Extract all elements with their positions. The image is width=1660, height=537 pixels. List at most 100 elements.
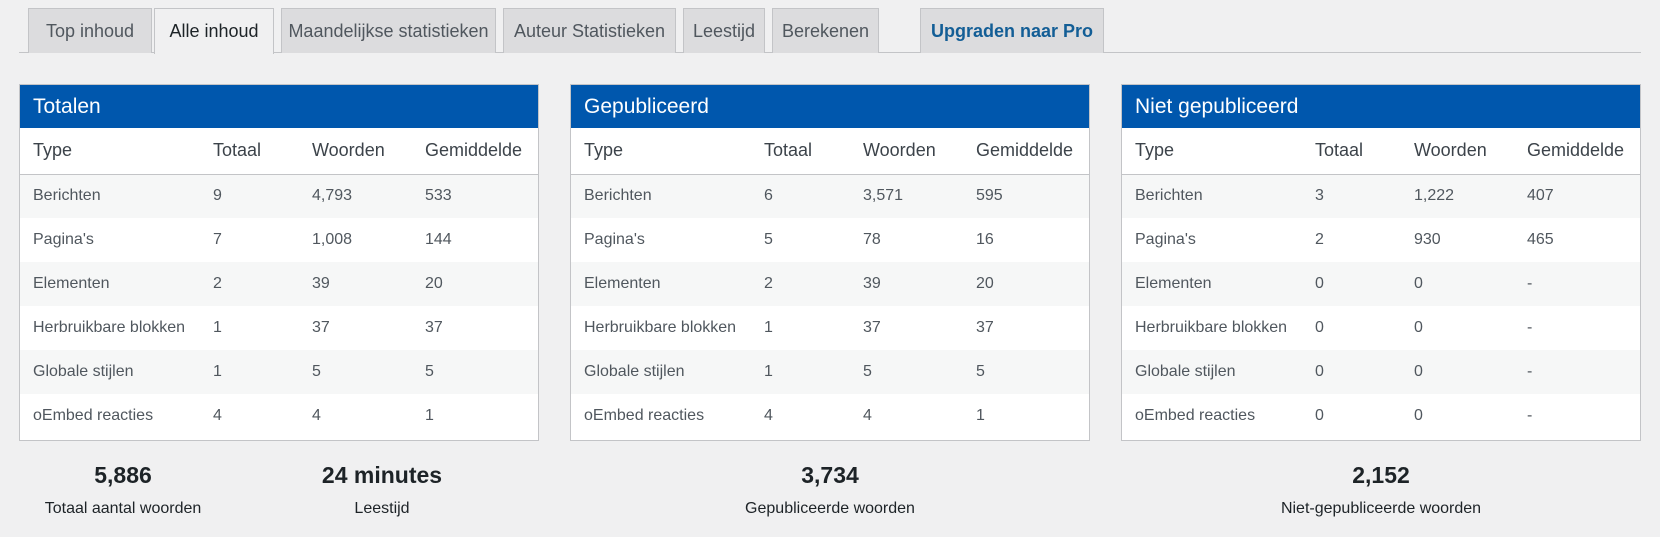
table-cell: 7 [213, 231, 222, 248]
table-cell: oEmbed reacties [33, 407, 154, 424]
stat-label: Leestijd [354, 500, 410, 517]
table-row: Herbruikbare blokken 1 37 37 [20, 306, 538, 350]
column-header: Woorden [312, 128, 425, 175]
column-header: Totaal [1315, 128, 1414, 175]
card-niet-gepubliceerd: Niet gepubliceerd Type Totaal Woorden Ge… [1121, 84, 1641, 441]
table-row: Pagina's 2 930 465 [1122, 218, 1640, 262]
table-cell: Pagina's [1135, 231, 1196, 248]
table-cell: 37 [425, 319, 443, 336]
column-header: Type [20, 128, 213, 175]
card-title: Gepubliceerd [571, 85, 1089, 128]
table-header-row: Type Totaal Woorden Gemiddelde [20, 128, 538, 175]
column-header: Gemiddelde [1527, 128, 1640, 175]
stat-unpublished-words: 2,152 Niet-gepubliceerde woorden [1251, 458, 1511, 518]
table-cell: 1,008 [312, 231, 353, 248]
table-cell: 3,571 [863, 174, 976, 218]
column-header: Type [571, 128, 764, 175]
stat-value: 2,152 [1352, 462, 1410, 488]
table-cell: - [1527, 262, 1640, 306]
table-cell: 144 [425, 231, 452, 248]
table-cell: 5 [312, 350, 425, 394]
table-cell: 5 [976, 350, 1089, 394]
stats-table: Type Totaal Woorden Gemiddelde Berichten… [20, 128, 538, 438]
table-row: Herbruikbare blokken 0 0 - [1122, 306, 1640, 350]
table-cell: - [1527, 319, 1533, 336]
table-header-row: Type Totaal Woorden Gemiddelde [1122, 128, 1640, 175]
stat-published-words: 3,734 Gepubliceerde woorden [700, 458, 960, 518]
column-header: Woorden [863, 128, 976, 175]
table-cell: Globale stijlen [571, 350, 764, 394]
card-totalen: Totalen Type Totaal Woorden Gemiddelde B… [19, 84, 539, 441]
table-row: Pagina's 7 1,008 144 [20, 218, 538, 262]
stat-value: 5,886 [94, 462, 152, 488]
table-cell: 4 [863, 407, 872, 424]
table-cell: 37 [976, 319, 994, 336]
column-header: Type [1122, 128, 1315, 175]
table-row: Berichten 9 4,793 533 [20, 174, 538, 218]
table-cell: Pagina's [584, 231, 645, 248]
tab-maandelijkse-statistieken[interactable]: Maandelijkse statistieken [281, 8, 496, 53]
tab-top-inhoud[interactable]: Top inhoud [28, 8, 152, 53]
table-cell: 4,793 [312, 174, 425, 218]
table-row: oEmbed reacties 4 4 1 [20, 394, 538, 438]
table-cell: 4 [213, 407, 222, 424]
table-cell: 1 [976, 407, 985, 424]
table-cell: 20 [976, 262, 1089, 306]
table-row: Globale stijlen 0 0- [1122, 350, 1640, 394]
table-cell: 5 [425, 350, 538, 394]
table-cell: 4 [312, 407, 321, 424]
table-cell: 3 [1315, 174, 1414, 218]
table-cell: 930 [1414, 231, 1441, 248]
table-cell: 6 [764, 174, 863, 218]
table-cell: 1 [213, 350, 312, 394]
table-cell: 39 [312, 262, 425, 306]
tab-auteur-statistieken[interactable]: Auteur Statistieken [503, 8, 676, 53]
stats-table: Type Totaal Woorden Gemiddelde Berichten… [571, 128, 1089, 438]
tab-bar: Top inhoud Alle inhoud Maandelijkse stat… [19, 8, 1641, 54]
table-cell: - [1527, 350, 1640, 394]
tab-upgraden-naar-pro[interactable]: Upgraden naar Pro [920, 8, 1104, 53]
tab-leestijd[interactable]: Leestijd [683, 8, 765, 53]
tab-alle-inhoud[interactable]: Alle inhoud [154, 8, 274, 54]
table-cell: 2 [213, 262, 312, 306]
table-cell: Elementen [571, 262, 764, 306]
table-cell: 2 [764, 262, 863, 306]
card-gepubliceerd: Gepubliceerd Type Totaal Woorden Gemidde… [570, 84, 1090, 441]
stat-reading-time: 24 minutes Leestijd [252, 458, 512, 518]
table-cell: Berichten [1122, 174, 1315, 218]
table-cell: 2 [1315, 231, 1324, 248]
table-row: Elementen 2 39 20 [571, 262, 1089, 306]
table-cell: 5 [764, 231, 773, 248]
table-cell: 0 [1315, 407, 1324, 424]
table-cell: 9 [213, 174, 312, 218]
table-header-row: Type Totaal Woorden Gemiddelde [571, 128, 1089, 175]
tab-berekenen[interactable]: Berekenen [772, 8, 879, 53]
table-row: Globale stijlen 1 5 5 [571, 350, 1089, 394]
table-row: Elementen 2 39 20 [20, 262, 538, 306]
table-cell: Elementen [1122, 262, 1315, 306]
stat-label: Gepubliceerde woorden [745, 500, 915, 517]
table-cell: 4 [764, 407, 773, 424]
table-cell: 5 [863, 350, 976, 394]
card-title: Niet gepubliceerd [1122, 85, 1640, 128]
table-cell: 1,222 [1414, 174, 1527, 218]
table-row: Berichten 6 3,571 595 [571, 174, 1089, 218]
table-cell: 1 [425, 407, 434, 424]
table-cell: 0 [1414, 350, 1527, 394]
table-cell: - [1527, 407, 1533, 424]
stat-total-words: 5,886 Totaal aantal woorden [0, 458, 253, 518]
table-cell: 78 [863, 231, 881, 248]
table-cell: 39 [863, 262, 976, 306]
stat-label: Niet-gepubliceerde woorden [1280, 500, 1482, 517]
table-cell: 1 [213, 319, 222, 336]
table-cell: 1 [764, 319, 773, 336]
table-cell: Globale stijlen [20, 350, 213, 394]
table-row: Elementen 0 0- [1122, 262, 1640, 306]
table-row: Pagina's 5 78 16 [571, 218, 1089, 262]
table-cell: Herbruikbare blokken [1135, 319, 1288, 336]
table-cell: 0 [1414, 262, 1527, 306]
table-cell: Berichten [20, 174, 213, 218]
table-cell: 595 [976, 174, 1089, 218]
table-cell: oEmbed reacties [1135, 407, 1256, 424]
card-title: Totalen [20, 85, 538, 128]
